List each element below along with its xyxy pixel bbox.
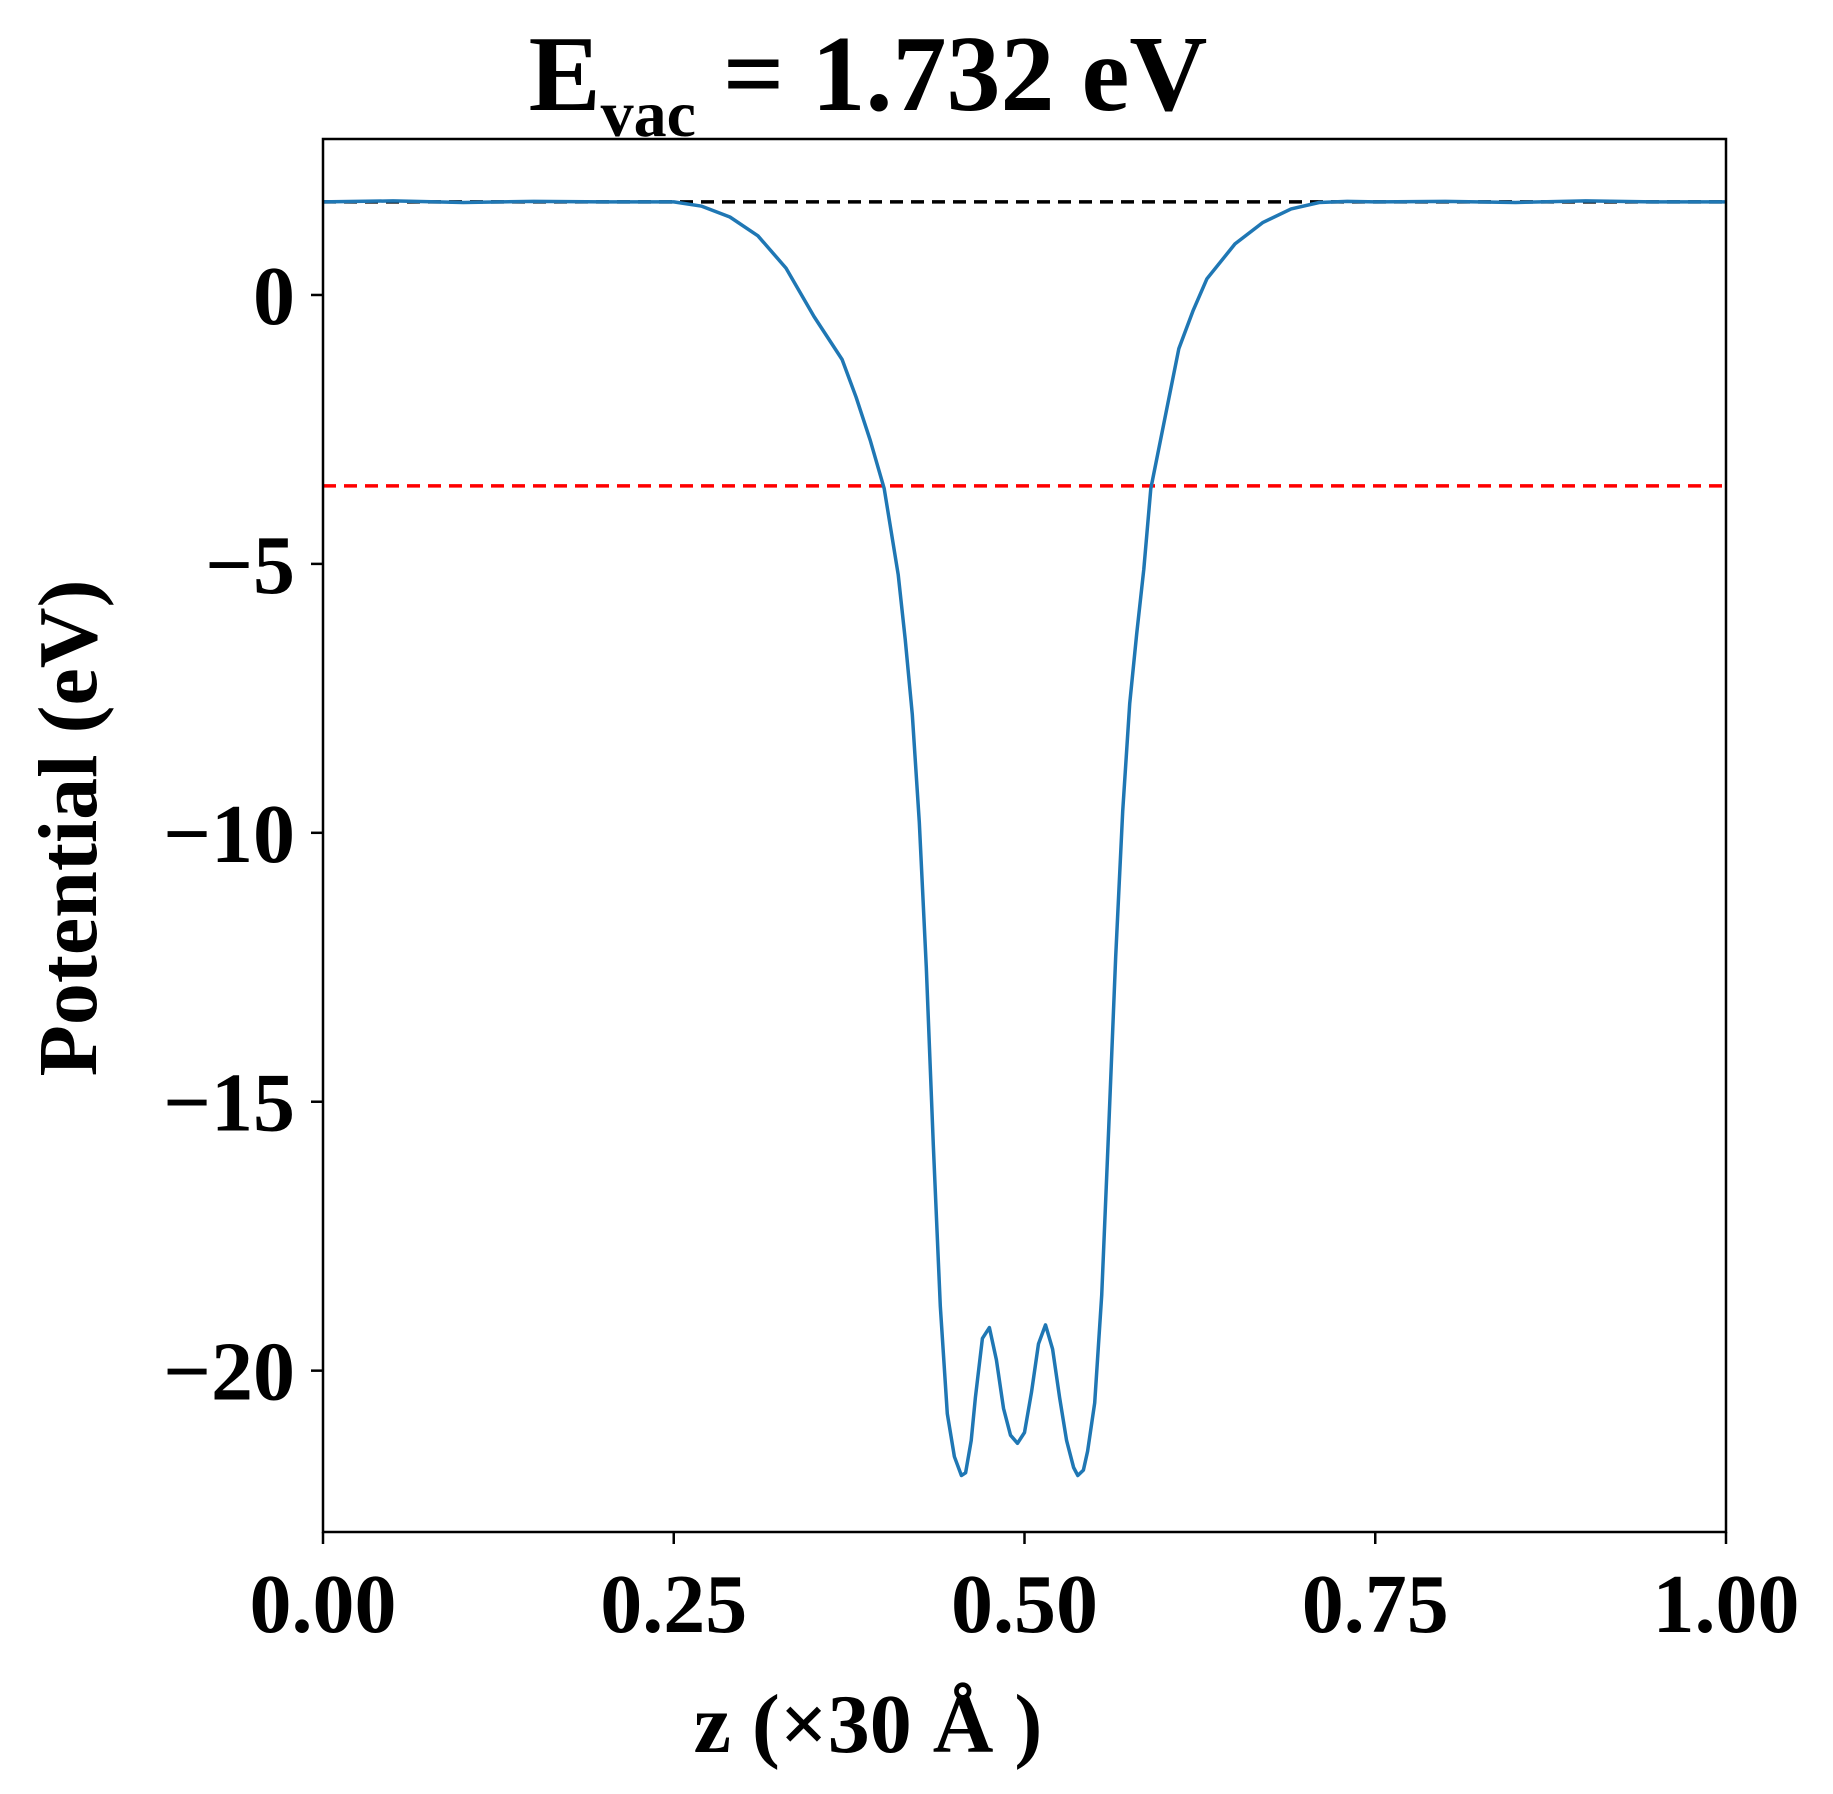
x-tick-label: 0.75 — [1302, 1558, 1449, 1651]
y-tick-label: −15 — [163, 1057, 295, 1150]
y-tick-label: 0 — [253, 250, 295, 343]
y-tick-label: −10 — [163, 788, 295, 881]
y-tick-label: −20 — [163, 1326, 295, 1419]
x-axis-ticks: 0.00 0.25 0.50 0.75 1.00 — [250, 1532, 1800, 1651]
x-tick-label: 1.00 — [1653, 1558, 1800, 1651]
y-tick-label: −5 — [205, 519, 295, 612]
y-axis-label: Potential (eV) — [22, 580, 115, 1077]
x-tick-label: 0.50 — [951, 1558, 1098, 1651]
series-line-0 — [322, 199, 1726, 1478]
chart-title: Evac = 1.732 eV — [529, 15, 1208, 151]
series-layer — [322, 199, 1726, 1478]
y-axis-ticks: 0 −5 −10 −15 −20 — [163, 250, 323, 1419]
x-tick-label: 0.25 — [600, 1558, 747, 1651]
x-axis-label: z (×30 Å ) — [694, 1678, 1043, 1771]
x-tick-label: 0.00 — [250, 1558, 397, 1651]
